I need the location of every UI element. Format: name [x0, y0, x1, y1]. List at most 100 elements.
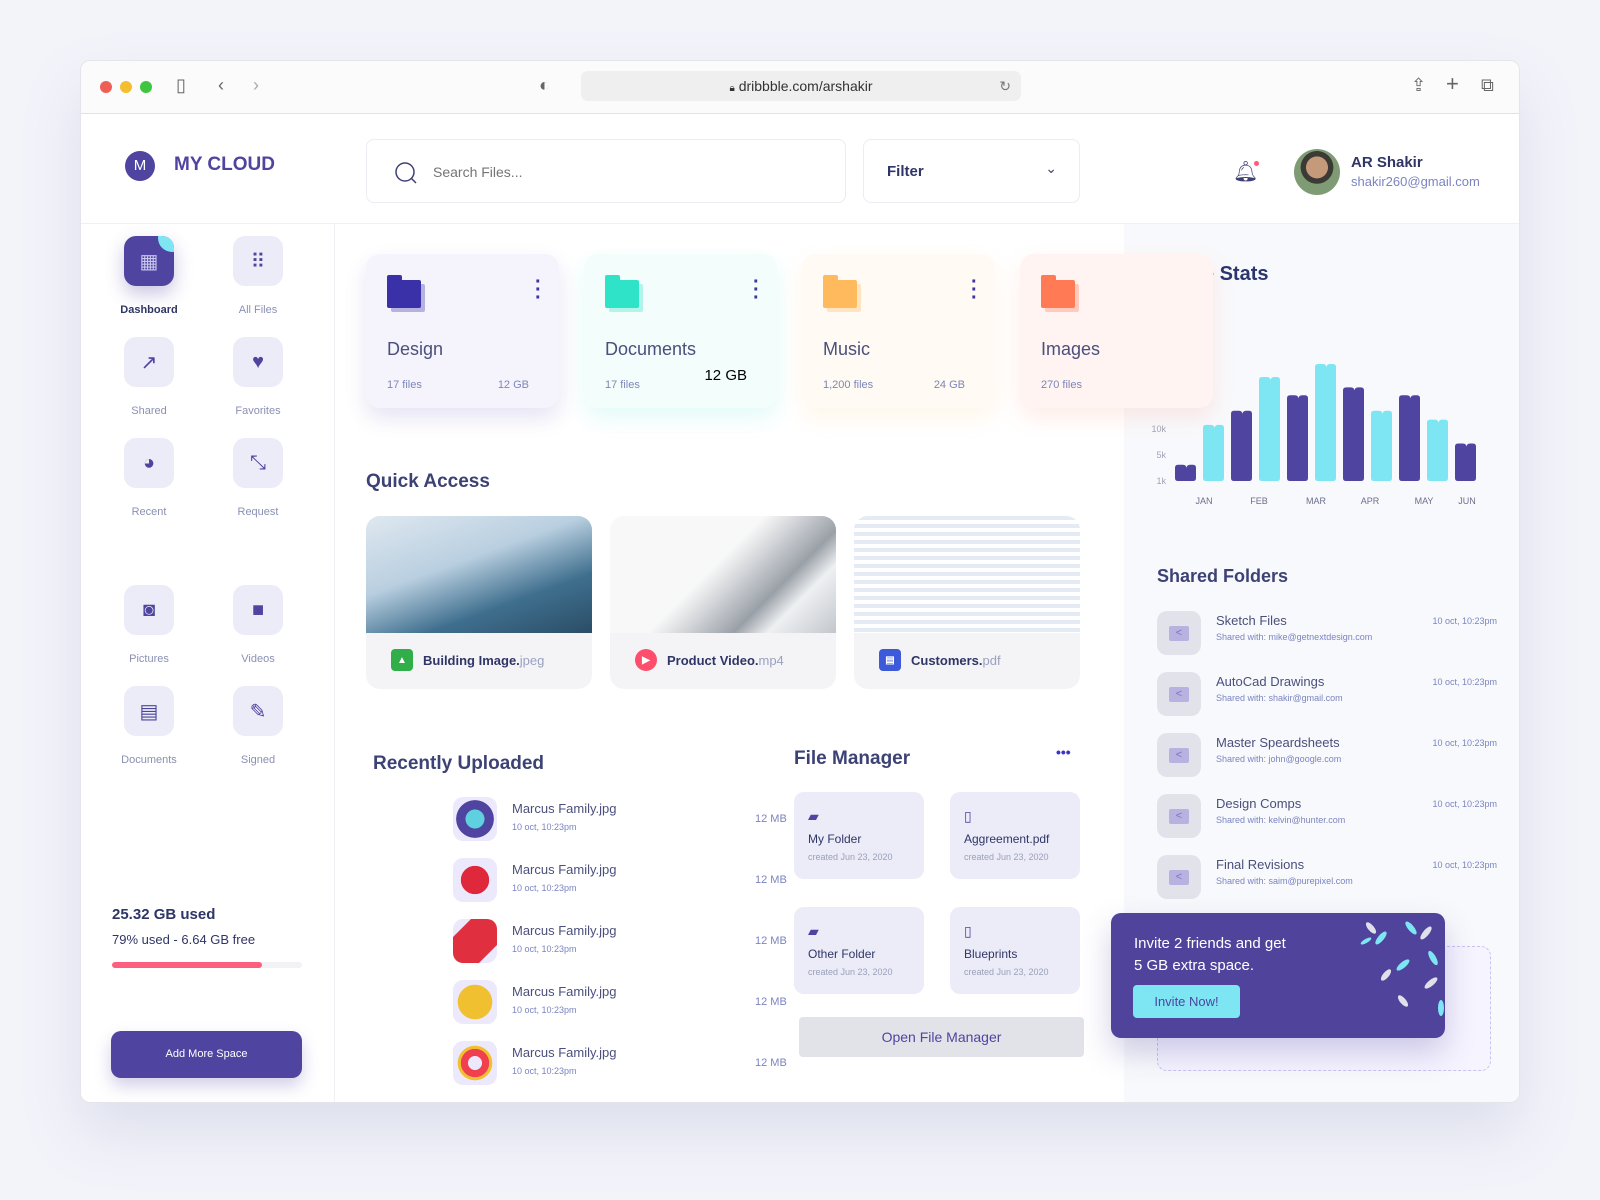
x-tick-label: JAN [1195, 496, 1212, 506]
sidebar-item-all-files[interactable]: ⠿ All Files [213, 236, 303, 326]
sidebar-icon-box: ↗ [124, 337, 174, 387]
usage-bar[interactable] [1175, 464, 1196, 481]
shared-folder-row[interactable]: < Master Speardsheets Shared with: john@… [1157, 733, 1497, 779]
folder-name: Final Revisions [1216, 857, 1305, 872]
quick-access-item[interactable]: ▶ Product Video.mp4 [610, 516, 836, 689]
recent-file-row[interactable]: Marcus Family.jpg 10 oct, 10:23pm 12 MB [453, 919, 793, 965]
file-date: 10 oct, 10:23pm [512, 944, 577, 954]
file-manager-item[interactable]: ▯ Aggreement.pdf created Jun 23, 2020 [950, 792, 1080, 879]
sidebar-item-recent[interactable]: ◕ Recent [104, 438, 194, 528]
sidebar-item-shared[interactable]: ↗ Shared [104, 337, 194, 427]
add-more-space-button[interactable]: Add More Space [111, 1031, 302, 1078]
new-tab-icon[interactable]: + [1446, 71, 1459, 96]
close-window-button[interactable] [100, 81, 112, 93]
sidebar-toggle-icon[interactable]: ▯ [176, 75, 186, 95]
sidebar-icon-box: ■ [233, 585, 283, 635]
file-manager-item[interactable]: ▰ My Folder created Jun 23, 2020 [794, 792, 924, 879]
usage-bar[interactable] [1287, 395, 1308, 481]
apps-icon: ⠿ [250, 250, 266, 273]
shared-folder-row[interactable]: < AutoCad Drawings Shared with: shakir@g… [1157, 672, 1497, 718]
sidebar-item-signed[interactable]: ✎ Signed [213, 686, 303, 776]
category-size: 12 GB [704, 367, 747, 384]
shared-folder-row[interactable]: < Design Comps Shared with: kelvin@hunte… [1157, 794, 1497, 840]
usage-bar[interactable] [1371, 410, 1392, 481]
file-name: Marcus Family.jpg [512, 984, 617, 999]
sidebar-item-label: Dashboard [120, 304, 178, 316]
forward-icon[interactable]: › [253, 75, 259, 95]
maximize-window-button[interactable] [140, 81, 152, 93]
shield-icon[interactable]: ◐ [539, 75, 550, 95]
address-bar[interactable]: 🔒︎ dribbble.com/arshakir ↻ [581, 71, 1021, 101]
usage-bar[interactable] [1203, 424, 1224, 481]
sidebar-item-favorites[interactable]: ♥ Favorites [213, 337, 303, 427]
category-name: Images [1041, 339, 1101, 359]
filter-dropdown[interactable]: Filter ⌄ [863, 139, 1080, 203]
minimize-window-button[interactable] [120, 81, 132, 93]
sidebar-item-videos[interactable]: ■ Videos [213, 585, 303, 675]
recent-file-row[interactable]: Marcus Family.jpg 10 oct, 10:23pm 12 MB [453, 1041, 793, 1087]
folder-icon [387, 275, 421, 308]
usage-bar[interactable] [1399, 395, 1420, 481]
recent-icon: ◕ [142, 451, 156, 474]
sidebar-item-documents[interactable]: ▤ Documents [104, 686, 194, 776]
shared-folder-icon: < [1157, 794, 1201, 838]
usage-bar[interactable] [1315, 364, 1336, 481]
folder-name: AutoCad Drawings [1216, 674, 1325, 689]
category-card-music[interactable]: · · · Music 1,200 files 24 GB [802, 254, 995, 408]
category-card-design[interactable]: · · · Design 17 files 12 GB [366, 254, 559, 408]
file-name: Product Video.mp4 [667, 653, 784, 668]
usage-bar[interactable] [1455, 443, 1476, 481]
shared-folder-row[interactable]: < Final Revisions Shared with: saim@pure… [1157, 855, 1497, 901]
file-manager-more-button[interactable]: ••• [1056, 744, 1071, 760]
file-extension: pdf [982, 652, 1001, 668]
shared-folder-row[interactable]: < Sketch Files Shared with: mike@getnext… [1157, 611, 1497, 657]
category-card-documents[interactable]: · · · Documents 17 files 12 GB [584, 254, 777, 408]
more-options-icon[interactable]: · · · [971, 271, 978, 309]
quick-access-item[interactable]: ▲ Building Image.jpeg [366, 516, 592, 689]
category-file-count: 17 files [605, 379, 640, 391]
item-date: created Jun 23, 2020 [964, 852, 1049, 862]
usage-chart: 1k5k10k15k20k25kJANFEBMARAPRMAYJUN [1151, 346, 1476, 506]
more-options-icon[interactable]: · · · [753, 271, 760, 309]
open-file-manager-button[interactable]: Open File Manager [799, 1017, 1084, 1057]
category-file-count: 17 files [387, 379, 422, 391]
invite-now-button[interactable]: Invite Now! [1133, 985, 1240, 1018]
browser-toolbar: ▯ ‹ › ◐ 🔒︎ dribbble.com/arshakir ↻ ⇪ + ⧉ [81, 61, 1519, 114]
file-preview-image [854, 516, 1080, 633]
sidebar-item-request[interactable]: ⤡ Request [213, 438, 303, 528]
usage-bar[interactable] [1343, 387, 1364, 481]
shared-time: 10 oct, 10:23pm [1432, 677, 1497, 687]
item-name: Blueprints [964, 947, 1018, 961]
quick-access-item[interactable]: ▤ Customers.pdf [854, 516, 1080, 689]
category-card-images[interactable]: Images 270 files [1020, 254, 1213, 408]
notification-bell-icon[interactable]: 🔔︎ [1233, 161, 1260, 183]
image-icon: ▲ [391, 649, 413, 671]
file-manager-item[interactable]: ▯ Blueprints created Jun 23, 2020 [950, 907, 1080, 994]
back-icon[interactable]: ‹ [218, 75, 224, 95]
reload-icon[interactable]: ↻ [999, 78, 1011, 94]
file-size: 12 MB [755, 935, 787, 947]
search-box[interactable] [366, 139, 846, 203]
folder-icon [1041, 275, 1075, 308]
tabs-overview-icon[interactable]: ⧉ [1481, 75, 1494, 95]
file-name: Customers.pdf [911, 653, 1001, 668]
sidebar-item-dashboard[interactable]: ▦ Dashboard [104, 236, 194, 326]
recent-file-row[interactable]: Marcus Family.jpg 10 oct, 10:23pm 12 MB [453, 797, 793, 843]
usage-bar[interactable] [1231, 410, 1252, 481]
avatar[interactable] [1294, 149, 1340, 195]
notification-dot [1254, 161, 1260, 166]
folder-icon: ▰ [808, 808, 819, 824]
share-icon[interactable]: ⇪ [1411, 75, 1427, 95]
search-input[interactable] [433, 160, 813, 184]
file-thumbnail [453, 858, 497, 902]
recent-file-row[interactable]: Marcus Family.jpg 10 oct, 10:23pm 12 MB [453, 980, 793, 1026]
video-icon: ■ [251, 598, 265, 621]
usage-bar[interactable] [1259, 377, 1280, 481]
file-size: 12 MB [755, 996, 787, 1008]
usage-bar[interactable] [1427, 419, 1448, 481]
more-options-icon[interactable]: · · · [535, 271, 542, 309]
recent-file-row[interactable]: Marcus Family.jpg 10 oct, 10:23pm 12 MB [453, 858, 793, 904]
file-manager-item[interactable]: ▰ Other Folder created Jun 23, 2020 [794, 907, 924, 994]
sidebar-item-pictures[interactable]: ◙ Pictures [104, 585, 194, 675]
camera-icon: ◙ [142, 598, 156, 621]
